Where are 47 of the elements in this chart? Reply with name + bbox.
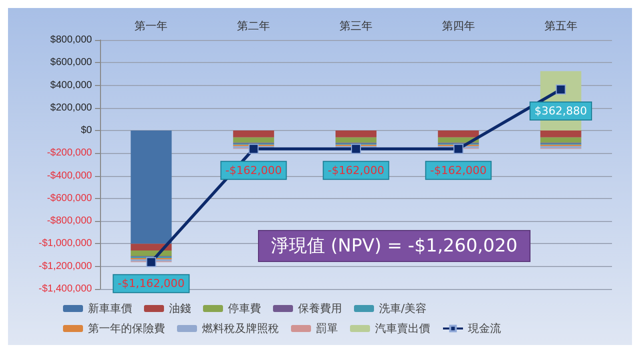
bar	[540, 130, 582, 138]
x-tick-label: 第五年	[544, 20, 578, 32]
x-tick-label: 第二年	[237, 20, 270, 32]
bar	[336, 137, 376, 143]
point	[453, 144, 464, 154]
data-label: -$162,000	[225, 164, 282, 177]
point	[248, 144, 259, 154]
y-tick-label: $600,000	[50, 57, 92, 68]
bar	[438, 130, 479, 138]
bar	[233, 130, 274, 138]
legend-label: 油錢	[169, 302, 191, 315]
y-tick-label: -$400,000	[46, 170, 92, 182]
legend-label: 罰單	[316, 322, 338, 335]
bar	[130, 130, 172, 244]
legend-label: 汽車賣出價	[375, 322, 430, 335]
y-tick-label: $0	[80, 125, 92, 136]
point	[556, 84, 566, 94]
point	[351, 144, 361, 154]
legend-label: 保養費用	[298, 302, 342, 315]
data-label: $362,880	[534, 104, 588, 118]
bar	[540, 137, 582, 143]
y-tick-label: -$600,000	[46, 192, 92, 204]
y-tick-label: $200,000	[50, 102, 92, 114]
y-tick-label: -$1,400,000	[38, 284, 92, 294]
legend-label: 第一年的保險費	[88, 322, 165, 335]
y-tick-label: -$1,000,000	[38, 238, 92, 250]
y-tick-label: $800,000	[50, 34, 92, 46]
y-tick-label: -$200,000	[46, 148, 92, 159]
data-label: -$162,000	[430, 164, 487, 177]
bar	[233, 137, 274, 143]
point	[146, 257, 156, 268]
y-tick-label: -$800,000	[46, 216, 92, 227]
data-label: -$162,000	[328, 164, 384, 177]
legend-label: 新車車價	[88, 302, 132, 315]
data-label: -$1,162,000	[118, 277, 185, 290]
bar	[336, 130, 376, 138]
legend-label: 現金流	[468, 322, 501, 335]
legend-label: 洗車/美容	[379, 302, 427, 315]
x-tick-label: 第三年	[340, 20, 372, 32]
y-tick-label: $400,000	[50, 80, 92, 91]
bar	[130, 244, 172, 251]
y-tick-label: -$1,200,000	[38, 260, 92, 272]
x-tick-label: 第四年	[442, 20, 475, 32]
annotation: 淨現值 (NPV) = -$1,260,020	[271, 236, 518, 256]
x-tick-label: 第一年	[134, 20, 168, 32]
legend-label: 停車費	[228, 302, 261, 315]
legend-label: 燃料稅及牌照稅	[202, 322, 279, 335]
